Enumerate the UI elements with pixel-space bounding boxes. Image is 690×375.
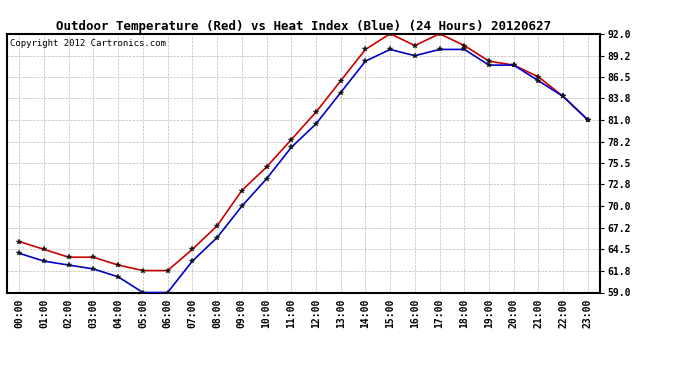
Title: Outdoor Temperature (Red) vs Heat Index (Blue) (24 Hours) 20120627: Outdoor Temperature (Red) vs Heat Index … xyxy=(56,20,551,33)
Text: Copyright 2012 Cartronics.com: Copyright 2012 Cartronics.com xyxy=(10,39,166,48)
